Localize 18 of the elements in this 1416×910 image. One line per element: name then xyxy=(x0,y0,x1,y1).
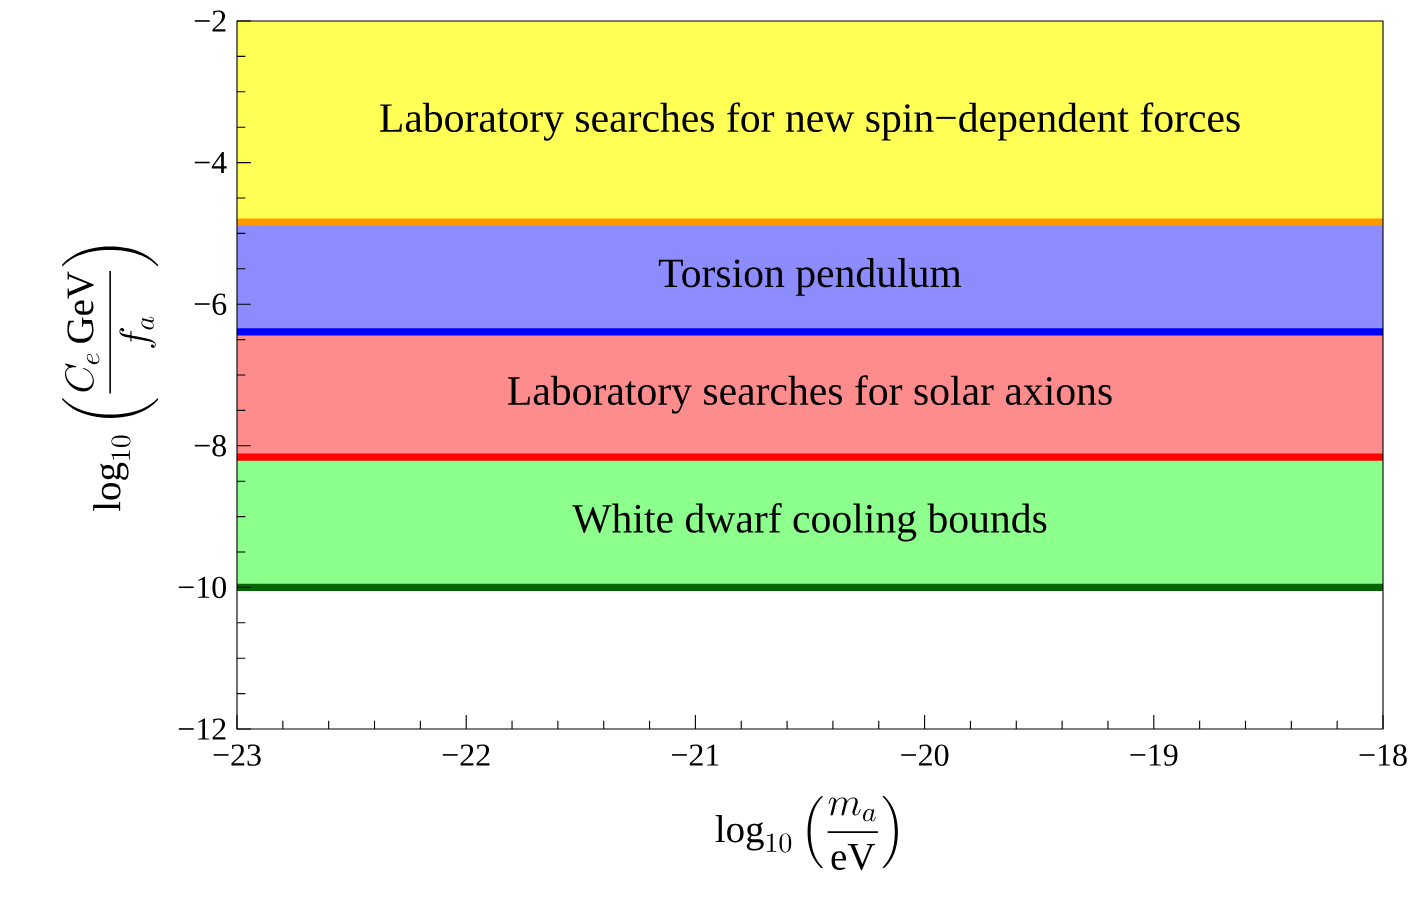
y-tick-label: −12 xyxy=(178,718,226,740)
y-tick-label: −2 xyxy=(194,10,226,32)
x-tick-label: −20 xyxy=(901,744,949,766)
x-tick-label: −22 xyxy=(442,744,490,766)
x-tick-label: −19 xyxy=(1130,744,1178,766)
y-tick-label: −10 xyxy=(178,576,226,599)
y-tick-label: −8 xyxy=(194,435,226,457)
band-label: Laboratory searches for solar axions xyxy=(508,375,1112,414)
x-tick-label: −18 xyxy=(1359,744,1407,766)
y-tick-label: −4 xyxy=(194,152,227,174)
band-label: Laboratory searches for new spin−dependent forces xyxy=(380,102,1240,141)
x-axis-title: $\log_{10}\left(\frac{m_a}{\mathrm{eV}}\right)$ xyxy=(715,796,898,871)
y-axis-title: $\log_{10}\left(\frac{C_e\,\mathrm{GeV}}{f_a}\right)$ xyxy=(62,246,159,511)
x-tick-label: −21 xyxy=(672,744,719,766)
band-label: Torsion pendulum xyxy=(658,258,962,296)
x-tick-label: −23 xyxy=(213,744,261,766)
y-tick-label: −6 xyxy=(194,293,227,315)
band-label: White dwarf cooling bounds xyxy=(572,503,1047,542)
